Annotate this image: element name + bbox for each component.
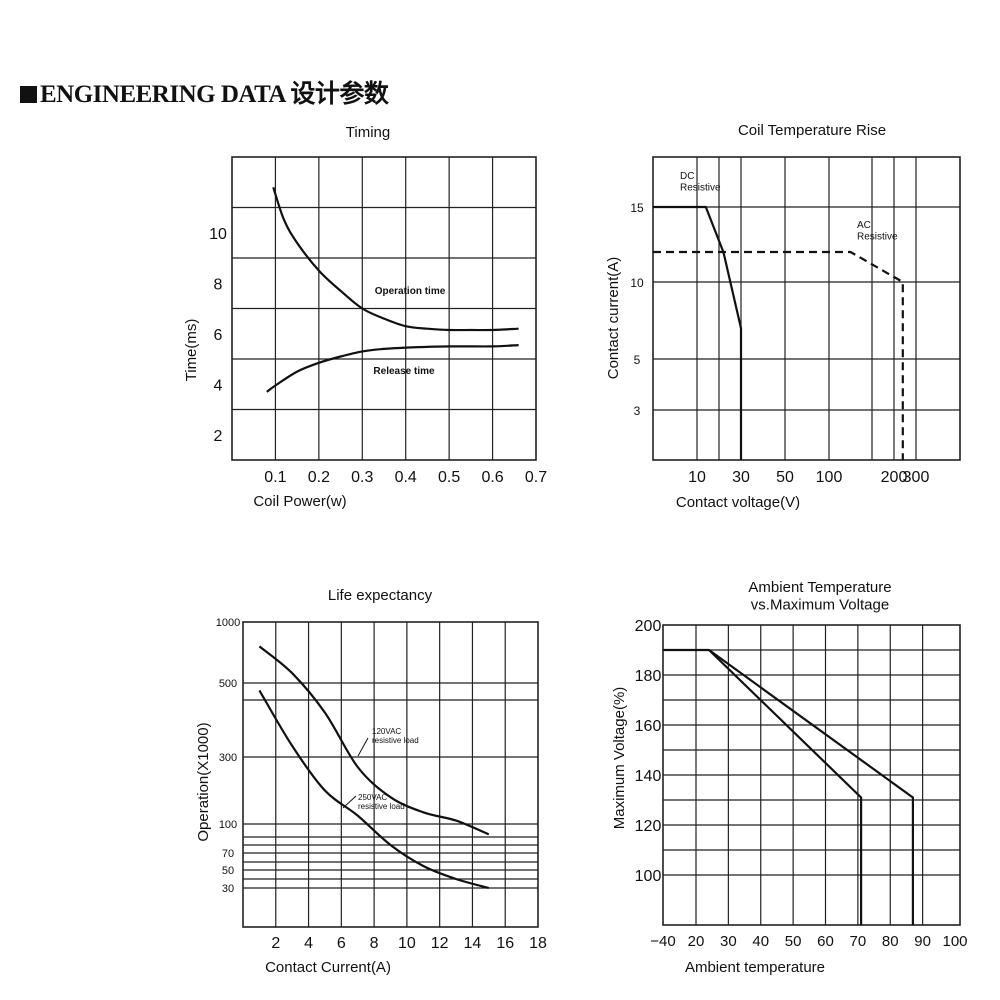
life-x-tick: 2 [271,935,280,952]
ambient-y-tick: 200 [635,618,662,635]
coil-x-tick: 10 [688,469,706,486]
timing-y-tick: 8 [214,276,223,293]
ambient-x-tick: 20 [688,933,705,950]
page-heading: ENGINEERING DATA 设计参数 [20,74,389,110]
life-title: Life expectancy [328,587,433,604]
coil-dc-label: DC Resistive [680,171,721,194]
coil-ac-label: AC Resistive [857,220,898,243]
coil-y-tick: 3 [634,404,641,418]
coil-y-tick: 5 [634,353,641,367]
life-120vac-label: 120VAC resistive load [372,727,419,745]
life-y-tick: 300 [219,752,237,764]
life-series-120vac [258,645,490,836]
timing-y-label: Time(ms) [183,319,200,382]
chart-life: Life expectancy 2 4 6 8 10 12 14 16 18 30 50 70 100 30… [195,587,547,976]
life-plot-frame [242,621,539,928]
ambient-x-tick: 60 [817,933,834,950]
ambient-y-label: Maximum Voltage(%) [611,687,628,830]
timing-x-tick: 0.6 [481,469,503,486]
coil-y-label: Contact current(A) [605,257,622,380]
timing-x-tick: 0.1 [264,469,286,486]
life-series-250vac [258,689,490,890]
ambient-x-tick: −40 [650,933,675,950]
life-250vac-label: 250VAC resistive load [358,793,405,811]
life-y-label: Operation(X1000) [195,722,212,841]
life-250vac-pointer [342,795,357,809]
coil-y-tick: 15 [630,201,644,215]
timing-series-operation [272,186,519,332]
ambient-title: Ambient Temperature vs.Maximum Voltage [748,579,891,613]
coil-x-tick: 200 [881,469,908,486]
ambient-x-label: Ambient temperature [685,959,825,976]
life-y-tick: 100 [219,819,237,831]
chart-ambient: Ambient Temperature vs.Maximum Voltage −40… [611,579,968,976]
timing-x-tick: 0.5 [438,469,460,486]
timing-x-tick: 0.4 [395,469,417,486]
ambient-y-tick: 100 [635,868,662,885]
life-x-label: Contact Current(A) [265,959,391,976]
life-x-tick: 16 [496,935,514,952]
timing-release-label: Release time [373,366,435,377]
life-x-tick: 6 [337,935,346,952]
life-x-tick: 14 [464,935,482,952]
coil-x-label: Contact voltage(V) [676,494,800,511]
life-x-tick: 8 [370,935,379,952]
coil-x-tick: 300 [903,469,930,486]
chart-timing: Timing 0.1 0.2 0.3 0.4 0.5 0.6 0.7 2 4 6 8 10 Coil Po… [183,124,547,510]
coil-x-tick: 30 [732,469,750,486]
coil-x-tick: 100 [816,469,843,486]
timing-x-tick: 0.7 [525,469,547,486]
life-y-tick: 1000 [216,617,240,629]
timing-x-tick: 0.3 [351,469,373,486]
life-y-tick: 500 [219,678,237,690]
ambient-x-tick: 50 [785,933,802,950]
timing-operation-label: Operation time [375,286,446,297]
ambient-y-tick: 180 [635,668,662,685]
coil-y-tick: 10 [630,276,644,290]
life-x-tick: 18 [529,935,547,952]
ambient-x-tick: 90 [914,933,931,950]
ambient-y-tick: 120 [635,818,662,835]
timing-series-release [266,344,519,393]
heading-text: ENGINEERING DATA 设计参数 [40,81,389,108]
coil-series-ac [653,250,904,460]
life-x-tick: 4 [304,935,313,952]
life-y-tick: 30 [222,883,234,895]
ambient-series-upper [663,648,915,925]
life-y-tick: 50 [222,865,234,877]
timing-title: Timing [346,124,390,141]
life-x-tick: 12 [431,935,449,952]
life-120vac-pointer [357,737,369,757]
timing-y-tick: 4 [214,377,223,394]
timing-x-label: Coil Power(w) [253,493,346,510]
ambient-x-tick: 30 [720,933,737,950]
timing-y-tick: 10 [209,226,227,243]
ambient-x-tick: 100 [942,933,967,950]
timing-x-tick: 0.2 [308,469,330,486]
ambient-y-tick: 140 [635,768,662,785]
ambient-series-lower [708,649,863,925]
coil-plot-frame [652,156,961,461]
life-y-tick: 70 [222,848,234,860]
ambient-y-tick: 160 [635,718,662,735]
timing-y-tick: 2 [214,428,223,445]
ambient-x-tick: 80 [882,933,899,950]
heading-square-icon [20,86,37,103]
ambient-x-tick: 70 [850,933,867,950]
ambient-x-tick: 40 [752,933,769,950]
timing-y-tick: 6 [214,327,223,344]
life-x-tick: 10 [398,935,416,952]
coil-title: Coil Temperature Rise [738,122,886,139]
coil-x-tick: 50 [776,469,794,486]
